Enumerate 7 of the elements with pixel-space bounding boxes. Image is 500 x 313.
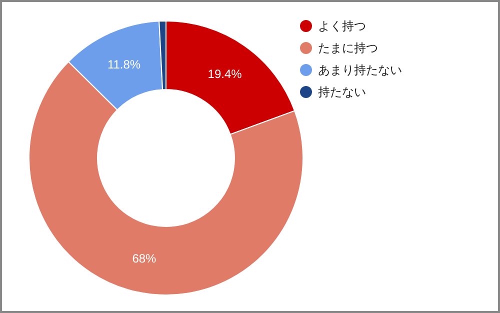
legend-label: よく持つ [318,19,366,34]
data-label: 11.8% [107,57,141,72]
legend-label: あまり持たない [318,63,402,78]
data-label: 19.4% [208,66,242,81]
legend-label: 持たない [318,85,366,100]
legend-label: たまに持つ [318,41,378,56]
data-label: 68% [132,252,157,266]
